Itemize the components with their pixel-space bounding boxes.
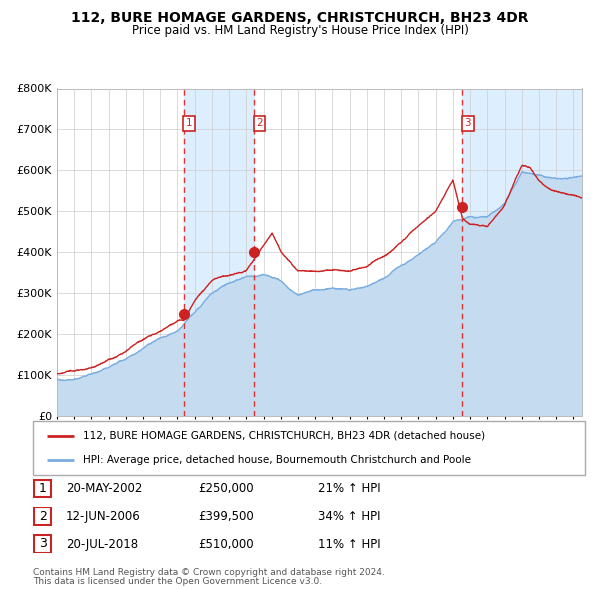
- Text: £399,500: £399,500: [198, 510, 254, 523]
- Text: 2: 2: [38, 510, 47, 523]
- FancyBboxPatch shape: [33, 421, 585, 475]
- Text: 112, BURE HOMAGE GARDENS, CHRISTCHURCH, BH23 4DR (detached house): 112, BURE HOMAGE GARDENS, CHRISTCHURCH, …: [83, 431, 485, 441]
- FancyBboxPatch shape: [34, 507, 52, 525]
- FancyBboxPatch shape: [34, 535, 52, 553]
- Text: 1: 1: [38, 482, 47, 495]
- Text: This data is licensed under the Open Government Licence v3.0.: This data is licensed under the Open Gov…: [33, 578, 322, 586]
- Text: £250,000: £250,000: [198, 483, 254, 496]
- Text: 3: 3: [464, 118, 471, 128]
- Text: HPI: Average price, detached house, Bournemouth Christchurch and Poole: HPI: Average price, detached house, Bour…: [83, 455, 470, 465]
- Text: Contains HM Land Registry data © Crown copyright and database right 2024.: Contains HM Land Registry data © Crown c…: [33, 568, 385, 577]
- Text: 1: 1: [186, 118, 193, 128]
- Text: 2: 2: [256, 118, 263, 128]
- Text: £510,000: £510,000: [198, 538, 254, 551]
- Text: 112, BURE HOMAGE GARDENS, CHRISTCHURCH, BH23 4DR: 112, BURE HOMAGE GARDENS, CHRISTCHURCH, …: [71, 11, 529, 25]
- Text: Price paid vs. HM Land Registry's House Price Index (HPI): Price paid vs. HM Land Registry's House …: [131, 24, 469, 37]
- FancyBboxPatch shape: [34, 480, 52, 497]
- Text: 20-JUL-2018: 20-JUL-2018: [66, 538, 138, 551]
- Text: 21% ↑ HPI: 21% ↑ HPI: [318, 483, 380, 496]
- Text: 3: 3: [38, 537, 47, 550]
- Text: 20-MAY-2002: 20-MAY-2002: [66, 483, 142, 496]
- Text: 11% ↑ HPI: 11% ↑ HPI: [318, 538, 380, 551]
- Bar: [463, 88, 582, 416]
- Text: 12-JUN-2006: 12-JUN-2006: [66, 510, 141, 523]
- Bar: [184, 88, 254, 416]
- Text: 34% ↑ HPI: 34% ↑ HPI: [318, 510, 380, 523]
